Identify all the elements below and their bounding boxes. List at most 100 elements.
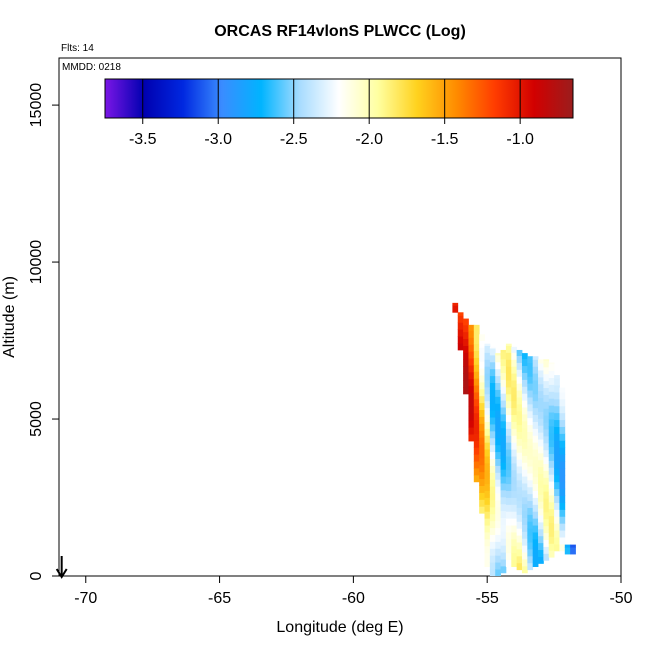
data-cell [543, 511, 550, 520]
data-cell [489, 389, 496, 397]
data-cell [511, 552, 518, 561]
data-cell [570, 544, 576, 548]
data-cell [554, 461, 560, 469]
data-cell [543, 429, 550, 437]
data-cell [543, 359, 550, 361]
data-cell [489, 354, 496, 363]
data-cell [500, 538, 507, 546]
data-cell [489, 382, 496, 390]
data-cell [500, 441, 507, 449]
data-cell [554, 419, 560, 427]
data-cell [505, 449, 512, 457]
data-cell [495, 437, 501, 446]
data-cell [521, 476, 528, 484]
data-cell [532, 538, 539, 547]
data-cell [500, 496, 507, 505]
data-cell [543, 470, 550, 478]
data-cell [495, 534, 501, 542]
data-cell [543, 532, 550, 540]
data-cell [570, 547, 576, 555]
data-cell [543, 477, 550, 485]
data-cell [505, 532, 512, 540]
data-cell [532, 356, 539, 360]
data-cell [516, 507, 523, 515]
data-cell [543, 366, 550, 375]
data-cell [495, 375, 501, 384]
data-cell [500, 476, 507, 484]
data-cell [538, 432, 544, 440]
data-cell [527, 514, 534, 522]
data-cell [484, 559, 491, 567]
data-cell [554, 447, 560, 455]
colorbar-tick-label: -3.0 [204, 131, 232, 148]
data-cell [543, 373, 550, 382]
data-cell [511, 456, 518, 464]
data-cell [463, 331, 469, 340]
data-cell [532, 387, 539, 395]
data-cell [554, 378, 560, 386]
data-cell [479, 485, 485, 493]
data-cell [554, 516, 560, 524]
data-cell [521, 524, 528, 532]
data-cell [473, 364, 480, 372]
data-cell [479, 334, 485, 341]
data-cell [505, 504, 512, 512]
data-cell [463, 324, 469, 333]
data-cell [527, 376, 534, 384]
data-cell [479, 354, 485, 362]
data-cell [489, 348, 496, 356]
data-cell [473, 385, 480, 393]
data-cell [543, 394, 550, 402]
data-cell [516, 390, 523, 398]
data-cell [457, 336, 464, 344]
data-cell [473, 426, 480, 434]
data-cell [559, 530, 566, 538]
data-cell [479, 388, 485, 397]
data-cell [500, 489, 507, 498]
data-cell [554, 474, 560, 483]
data-cell [495, 458, 501, 466]
data-cell [521, 448, 528, 456]
data-cell [489, 541, 496, 549]
data-cell [516, 500, 523, 508]
data-cell [484, 373, 491, 381]
data-cell [511, 359, 518, 367]
data-cell [532, 380, 539, 388]
data-cell [463, 366, 469, 374]
data-cell [516, 376, 523, 384]
data-cell [532, 559, 539, 567]
data-cell [548, 453, 555, 461]
data-cell [473, 412, 480, 421]
data-cell [495, 548, 501, 556]
y-tick-label: 10000 [28, 240, 45, 285]
data-cell [516, 514, 523, 522]
data-cell [495, 417, 501, 425]
data-cell [457, 312, 464, 316]
data-cell [548, 405, 555, 413]
data-cell [543, 387, 550, 395]
data-cell [543, 546, 550, 554]
data-cell [505, 428, 512, 436]
data-cell [505, 483, 512, 492]
data-cell [511, 483, 518, 492]
data-cell [559, 405, 566, 414]
data-cell [532, 393, 539, 402]
x-tick-label: -65 [208, 590, 231, 607]
data-cell [521, 565, 528, 574]
data-cell [500, 386, 507, 394]
data-cell [559, 516, 566, 524]
data-cell [505, 469, 512, 478]
data-cell [559, 481, 566, 490]
data-cell [532, 469, 539, 478]
data-cell [500, 427, 507, 436]
data-cell [495, 424, 501, 432]
data-cell [548, 522, 555, 530]
data-cell [521, 538, 528, 546]
data-cell [543, 484, 550, 492]
data-cell [554, 405, 560, 414]
data-cell [479, 464, 485, 473]
data-cell [521, 434, 528, 443]
data-cell [559, 419, 566, 427]
data-cell [473, 405, 480, 414]
data-cell [548, 508, 555, 517]
